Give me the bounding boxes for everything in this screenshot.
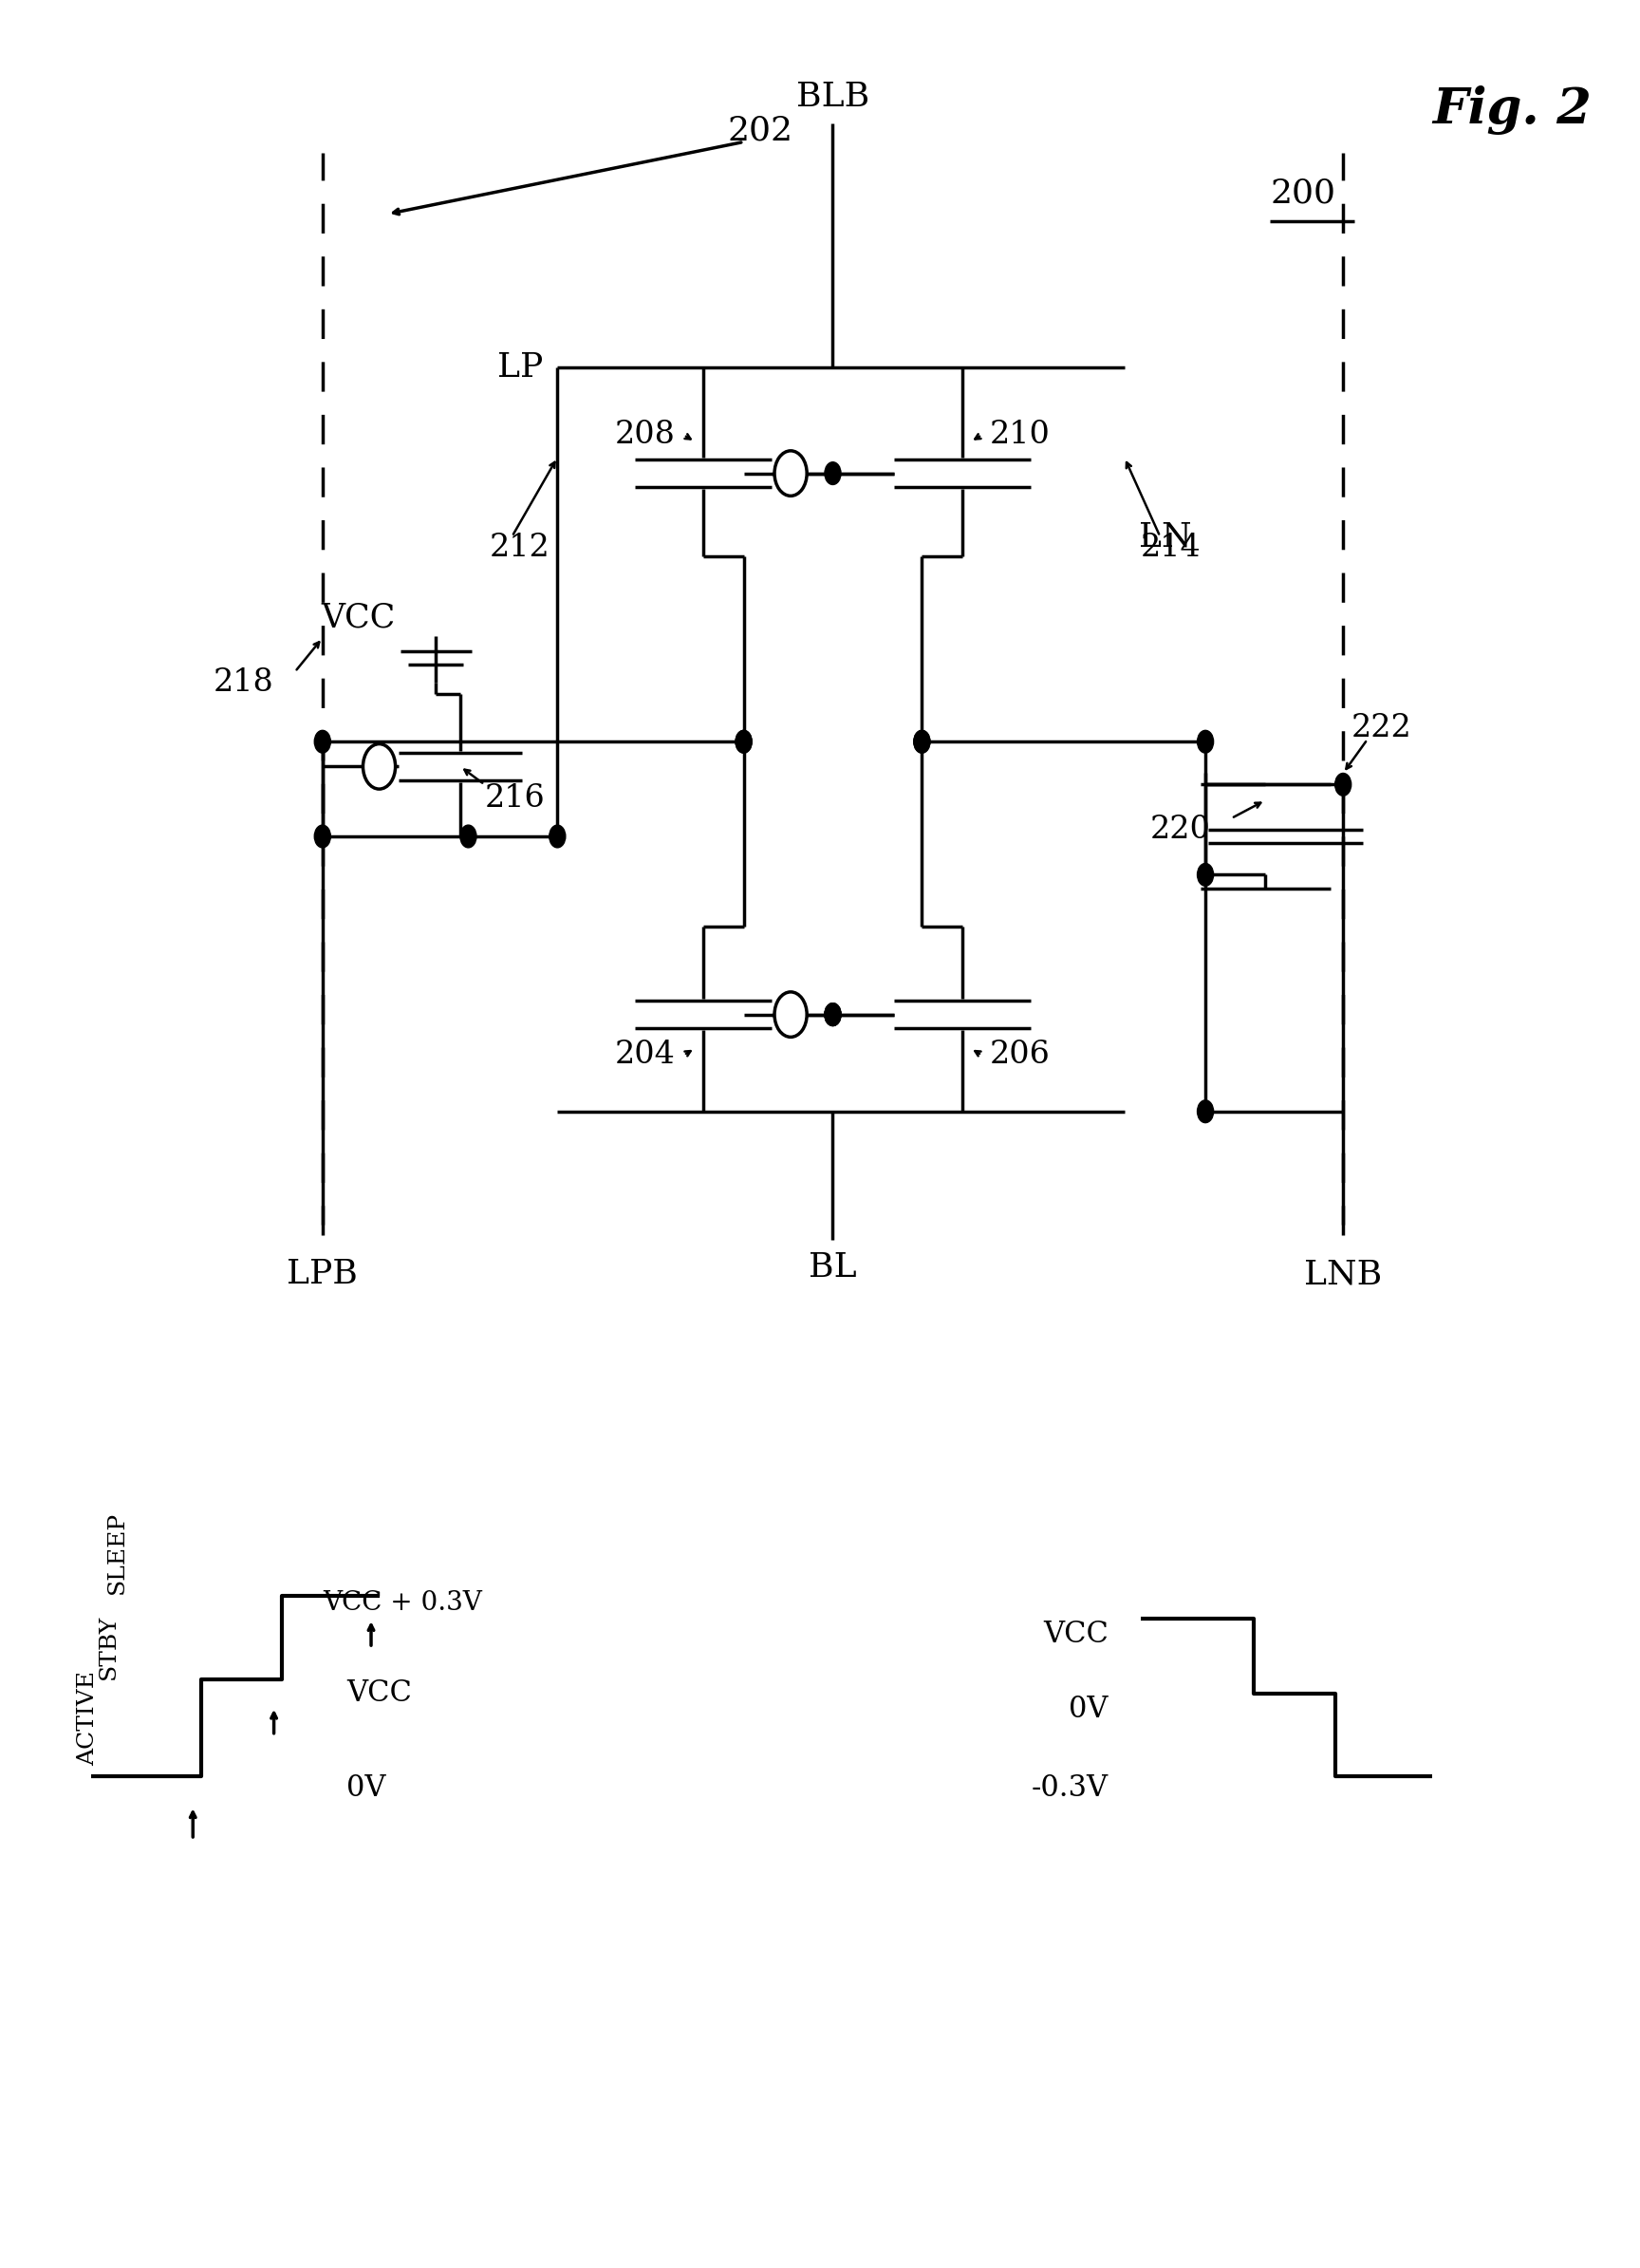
Text: 0V: 0V [346,1774,385,1803]
Text: STBY: STBY [98,1615,120,1681]
Text: 212: 212 [489,533,549,562]
Circle shape [736,730,751,753]
Text: 204: 204 [615,1041,676,1070]
Text: 214: 214 [1140,533,1200,562]
Text: VCC + 0.3V: VCC + 0.3V [323,1590,482,1615]
Circle shape [315,826,331,848]
Circle shape [549,826,566,848]
Circle shape [315,730,331,753]
Text: 0V: 0V [1069,1694,1109,1724]
Circle shape [1197,1100,1214,1123]
Circle shape [1197,864,1214,887]
Text: Fig. 2: Fig. 2 [1432,86,1591,134]
Circle shape [736,730,751,753]
Text: 218: 218 [213,667,274,699]
Text: BL: BL [809,1252,856,1284]
Circle shape [825,463,841,485]
Text: LP: LP [497,352,543,383]
Text: 216: 216 [484,782,544,814]
Text: VCC: VCC [346,1678,412,1708]
Circle shape [362,744,395,789]
Circle shape [913,730,930,753]
Text: 208: 208 [615,420,676,449]
Text: LPB: LPB [287,1259,358,1290]
Circle shape [774,451,807,497]
Circle shape [825,1002,841,1025]
Text: 200: 200 [1271,177,1335,209]
Text: LN: LN [1138,519,1192,553]
Text: 210: 210 [991,420,1051,449]
Text: SLEEP: SLEEP [107,1510,128,1594]
Text: VCC: VCC [321,601,395,633]
Circle shape [461,826,476,848]
Circle shape [825,1002,841,1025]
Circle shape [913,730,930,753]
Text: BLB: BLB [795,79,869,113]
Text: ACTIVE: ACTIVE [77,1672,98,1765]
Text: VCC: VCC [1043,1619,1109,1649]
Circle shape [1335,773,1351,796]
Circle shape [1197,730,1214,753]
Text: 202: 202 [728,113,794,147]
Text: 206: 206 [991,1041,1051,1070]
Text: -0.3V: -0.3V [1032,1774,1109,1803]
Circle shape [825,1002,841,1025]
Circle shape [774,991,807,1036]
Text: LNB: LNB [1304,1259,1383,1290]
Text: 220: 220 [1150,814,1210,844]
Text: 222: 222 [1351,712,1412,744]
